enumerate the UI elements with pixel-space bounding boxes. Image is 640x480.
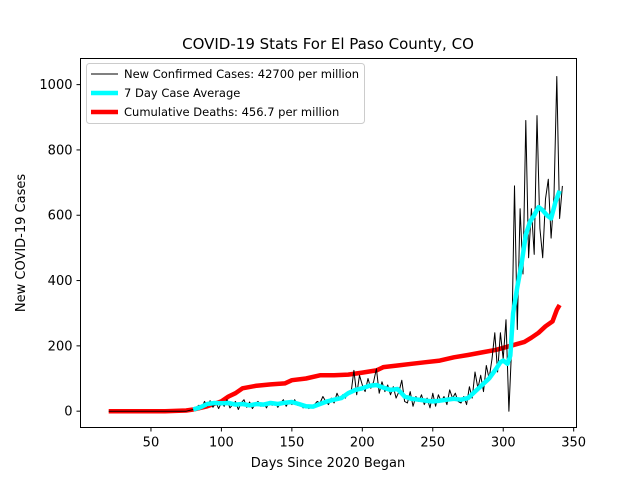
y-tick-label: 800 — [48, 143, 73, 158]
series-line-0 — [108, 76, 563, 412]
y-tick-label: 600 — [48, 209, 73, 224]
y-tick-label: 200 — [48, 339, 73, 354]
x-tick-label: 250 — [420, 436, 445, 451]
x-tick-label: 200 — [350, 436, 375, 451]
y-tick-label: 400 — [48, 274, 73, 289]
y-axis-label: New COVID-19 Cases — [14, 174, 29, 312]
legend-entry-1: 7 Day Case Average — [124, 86, 240, 100]
legend: New Confirmed Cases: 42700 per million 7 … — [86, 63, 365, 124]
y-axis: 0 200 400 600 800 1000 — [39, 78, 81, 420]
legend-box — [86, 63, 365, 124]
y-tick-label: 1000 — [39, 78, 72, 93]
x-tick-label: 50 — [143, 436, 160, 451]
series-line-1 — [192, 190, 562, 412]
x-tick-label: 150 — [279, 436, 304, 451]
y-tick-label: 0 — [64, 405, 72, 420]
legend-entry-0: New Confirmed Cases: 42700 per million — [124, 67, 359, 81]
x-axis-label: Days Since 2020 Began — [251, 456, 406, 471]
x-tick-label: 300 — [491, 436, 516, 451]
x-axis: 50 100 150 200 250 300 350 — [143, 427, 586, 451]
chart-title: COVID-19 Stats For El Paso County, CO — [182, 35, 474, 53]
x-tick-label: 350 — [561, 436, 586, 451]
legend-entry-2: Cumulative Deaths: 456.7 per million — [124, 105, 339, 119]
x-tick-label: 100 — [209, 436, 234, 451]
plot-area — [80, 58, 577, 428]
series-layer — [108, 76, 563, 414]
